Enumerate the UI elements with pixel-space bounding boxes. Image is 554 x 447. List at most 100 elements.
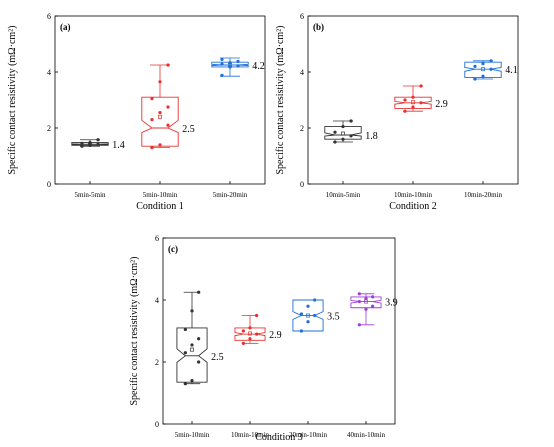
data-point [228,61,232,65]
plot-frame [307,15,519,185]
data-point [248,337,252,341]
data-point [241,341,245,345]
y-tick-label: 6 [155,234,159,243]
data-point [357,299,361,304]
data-point [220,57,224,62]
data-point [411,95,415,99]
mean-marker [248,331,252,336]
data-point [341,137,345,141]
mean-value-label: 4.2 [252,61,265,72]
x-tick-label: 40min-10min [347,431,386,439]
data-point [150,97,154,101]
panel-label: (c) [168,244,178,254]
x-tick-label: 10min-10min [394,191,433,199]
y-tick-label: 4 [47,68,51,77]
data-point [228,65,232,69]
data-point [158,111,162,115]
data-point [190,309,194,313]
data-point [166,105,170,109]
mean-value-label: 3.9 [385,298,398,309]
data-point [166,63,170,67]
data-point [489,59,493,63]
data-point [96,142,100,146]
mean-marker [158,114,162,119]
box-body [292,299,324,332]
data-point [473,64,477,68]
mean-marker [306,313,310,318]
panel-label: (a) [60,22,71,32]
y-tick-label: 2 [155,358,159,367]
data-point [473,77,477,81]
x-axis-label: Condition 1 [136,201,184,212]
data-point [341,125,345,129]
data-point [158,80,162,84]
x-tick-label: 5min-20min [213,191,248,199]
box-5min-10min: 5min-10min 2.5 [175,290,224,439]
box-5min-5min: 5min-5min 1.4 [71,138,125,199]
data-point [489,67,493,71]
plot-frame [162,237,396,425]
data-point [313,298,317,302]
box-40min-10min: 40min-10min 3.9 [347,292,398,439]
data-point [481,74,485,78]
data-point [236,64,240,68]
data-point [190,379,194,383]
box-10min-5min: 10min-5min 1.8 [324,119,378,199]
mean-value-label: 3.5 [327,312,340,323]
data-point [255,313,259,318]
data-point [255,332,259,336]
mean-value-label: 2.5 [211,352,224,363]
data-point [96,138,100,142]
y-tick-label: 4 [300,68,304,77]
data-point [220,62,224,66]
data-point [197,337,201,341]
box-body [350,296,382,309]
data-point [197,290,201,294]
data-point [88,143,92,147]
plot-frame [54,15,266,185]
data-point [306,320,310,324]
x-tick-label: 10min-5min [326,191,361,199]
mean-marker [411,100,415,105]
box-body [464,61,502,79]
y-tick-label: 6 [47,12,51,21]
panel-0: 0 2 4 6 Specific contact resistivity (mΩ·cm²… [7,12,266,212]
y-tick-label: 2 [47,124,51,133]
mean-value-label: 4.1 [505,65,518,76]
data-point [371,295,375,299]
data-point [371,304,375,308]
data-point [364,296,368,301]
box-body [234,327,266,341]
data-point [403,98,407,102]
data-point [313,313,317,318]
data-point [299,329,303,333]
data-point [166,123,170,127]
x-axis-label: Condition 3 [255,432,303,443]
box-body [141,96,179,147]
data-point [150,146,154,150]
x-tick-label: 10min-10min [231,431,270,439]
data-point [183,351,187,355]
mean-value-label: 1.4 [112,140,125,151]
mean-marker [481,67,485,72]
data-point [190,343,194,347]
data-point [88,140,92,145]
x-tick-label: 5min-5min [74,191,106,199]
data-point [236,59,240,63]
panel-1: 0 2 4 6 Specific contact resistivity (mΩ·cm²… [275,12,519,212]
y-axis-label: Specific contact resistivity (mΩ·cm²) [7,26,18,175]
y-axis-label: Specific contact resistivity (mΩ·cm²) [129,257,140,406]
y-tick-label: 6 [300,12,304,21]
y-tick-label: 2 [300,124,304,133]
data-point [80,144,84,148]
data-point [299,312,303,316]
data-point [183,382,187,386]
data-point [333,130,337,134]
data-point [248,326,252,330]
panel-2: 0 2 4 6 Specific contact resistivity (mΩ·cm²… [129,234,398,443]
data-point [349,134,353,138]
y-tick-label: 0 [47,180,51,189]
data-point [197,360,201,364]
data-point [419,84,423,88]
data-point [183,327,187,332]
